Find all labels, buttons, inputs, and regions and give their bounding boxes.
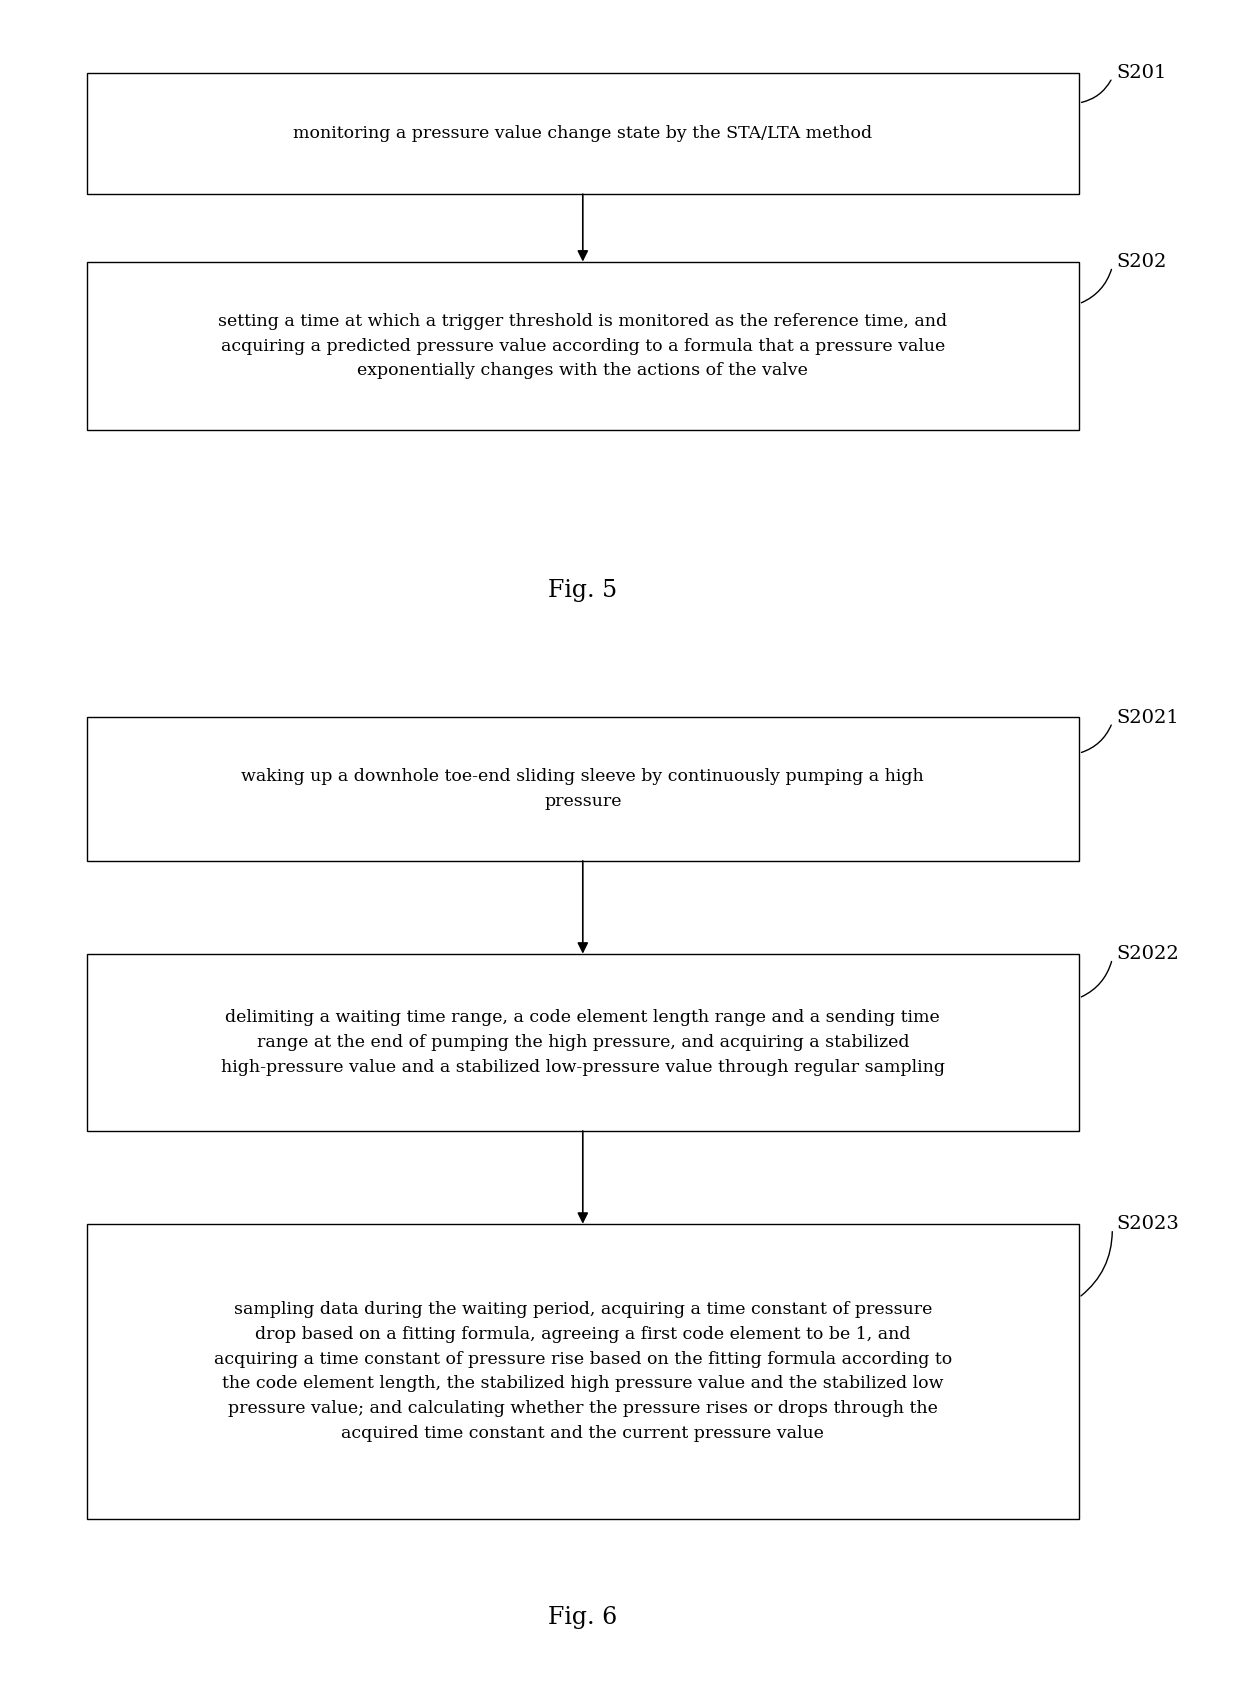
- Text: Fig. 5: Fig. 5: [548, 579, 618, 603]
- Text: S2023: S2023: [1116, 1215, 1179, 1234]
- Text: monitoring a pressure value change state by the STA/LTA method: monitoring a pressure value change state…: [293, 125, 873, 142]
- Text: setting a time at which a trigger threshold is monitored as the reference time, : setting a time at which a trigger thresh…: [218, 312, 947, 380]
- Text: delimiting a waiting time range, a code element length range and a sending time
: delimiting a waiting time range, a code …: [221, 1009, 945, 1075]
- Text: Fig. 6: Fig. 6: [548, 1605, 618, 1629]
- Text: sampling data during the waiting period, acquiring a time constant of pressure
d: sampling data during the waiting period,…: [213, 1301, 952, 1442]
- Text: S2022: S2022: [1116, 945, 1179, 964]
- Text: S201: S201: [1116, 64, 1167, 83]
- FancyBboxPatch shape: [87, 954, 1079, 1131]
- FancyBboxPatch shape: [87, 717, 1079, 861]
- Text: S2021: S2021: [1116, 709, 1179, 728]
- FancyBboxPatch shape: [87, 73, 1079, 194]
- FancyBboxPatch shape: [87, 1224, 1079, 1519]
- FancyBboxPatch shape: [87, 262, 1079, 430]
- Text: waking up a downhole toe-end sliding sleeve by continuously pumping a high
press: waking up a downhole toe-end sliding sle…: [242, 768, 924, 810]
- Text: S202: S202: [1116, 253, 1167, 272]
